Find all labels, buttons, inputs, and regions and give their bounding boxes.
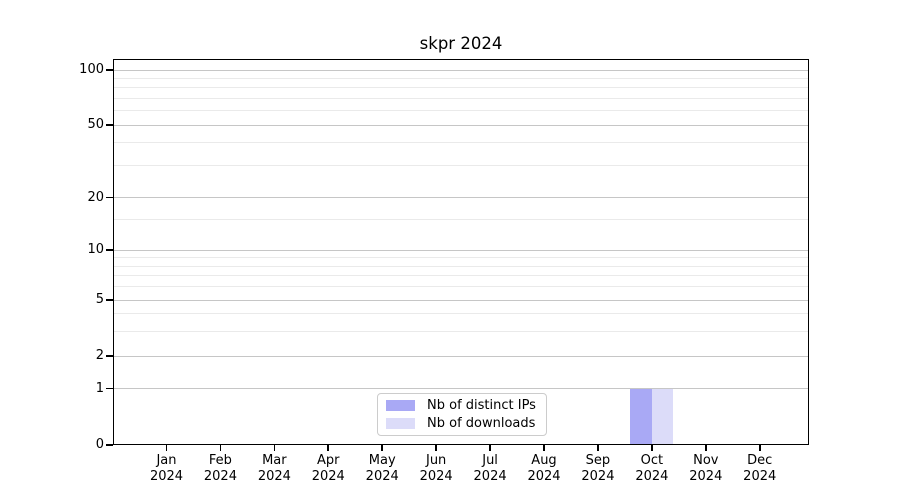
minor-gridline <box>113 313 809 315</box>
x-tick-mark <box>435 445 437 451</box>
legend-row: Nb of distinct IPs <box>386 398 538 413</box>
minor-gridline <box>113 77 809 79</box>
legend-row: Nb of downloads <box>386 416 538 431</box>
x-tick-mark <box>219 445 222 451</box>
x-tick-month: Jan <box>156 453 177 468</box>
x-tick-month: Aug <box>531 453 557 468</box>
y-tick-label: 20 <box>87 189 104 205</box>
x-tick-year: 2024 <box>635 468 669 484</box>
major-gridline <box>113 249 809 251</box>
minor-gridline <box>113 265 809 267</box>
legend-swatch-distinct-ips <box>386 400 415 411</box>
major-gridline <box>113 299 809 301</box>
y-tick-mark <box>106 387 113 390</box>
x-tick-label: Nov 2024 <box>674 453 738 484</box>
y-tick-mark <box>106 444 113 446</box>
y-tick-mark <box>106 69 113 71</box>
x-tick-mark <box>327 445 330 451</box>
y-tick-mark <box>106 124 113 126</box>
x-tick-mark <box>758 445 761 451</box>
x-tick-label: Jun 2024 <box>404 453 468 484</box>
x-tick-month: Oct <box>640 453 664 468</box>
legend-label-downloads: Nb of downloads <box>427 416 536 431</box>
x-tick-mark <box>273 445 276 451</box>
x-tick-month: Sep <box>585 453 611 468</box>
major-gridline <box>113 124 809 126</box>
major-gridline <box>113 69 809 71</box>
legend: Nb of distinct IPs Nb of downloads <box>377 393 547 436</box>
x-tick-year: 2024 <box>203 468 237 484</box>
x-tick-month: Dec <box>747 453 773 468</box>
x-tick-mark <box>651 445 653 451</box>
x-tick-label: Jul 2024 <box>458 453 522 484</box>
y-tick-mark <box>106 249 113 251</box>
x-tick-mark <box>381 445 383 451</box>
minor-gridline <box>113 164 809 166</box>
minor-gridline <box>113 286 809 288</box>
y-tick-label: 1 <box>95 380 104 396</box>
major-gridline <box>113 355 809 357</box>
x-tick-label: Dec 2024 <box>728 453 792 484</box>
x-tick-label: Sep 2024 <box>566 453 630 484</box>
x-tick-month: Feb <box>208 453 232 468</box>
x-tick-label: Oct 2024 <box>620 453 684 484</box>
x-tick-year: 2024 <box>311 468 345 484</box>
x-tick-month: May <box>368 453 396 468</box>
x-tick-year: 2024 <box>527 468 561 484</box>
x-tick-month: Nov <box>693 453 719 468</box>
plot-area: Nb of distinct IPs Nb of downloads <box>113 59 809 445</box>
x-tick-year: 2024 <box>581 468 615 484</box>
minor-gridline <box>113 110 809 112</box>
minor-gridline <box>113 275 809 277</box>
y-tick-label: 5 <box>95 292 104 307</box>
minor-gridline <box>113 330 809 332</box>
minor-gridline <box>113 257 809 259</box>
bar-nb-of-distinct-ips <box>630 388 652 445</box>
x-tick-year: 2024 <box>419 468 453 484</box>
x-tick-month: Jul <box>482 453 498 468</box>
chart-title: skpr 2024 <box>419 34 503 53</box>
x-tick-month: Mar <box>262 453 287 468</box>
x-tick-year: 2024 <box>149 468 184 484</box>
minor-gridline <box>113 218 809 220</box>
y-tick-mark <box>106 196 113 199</box>
major-gridline <box>113 197 809 198</box>
x-tick-mark <box>489 445 491 451</box>
x-tick-month: Jun <box>425 453 447 468</box>
bar-nb-of-downloads <box>651 388 674 445</box>
y-tick-label: 0 <box>95 437 104 452</box>
x-tick-mark <box>543 445 545 451</box>
y-tick-label: 2 <box>95 348 104 363</box>
x-tick-mark <box>597 445 599 451</box>
x-tick-label: May 2024 <box>350 453 414 484</box>
x-tick-label: Apr 2024 <box>296 453 360 484</box>
y-tick-mark <box>106 355 113 357</box>
x-tick-year: 2024 <box>257 468 291 484</box>
x-tick-mark <box>705 445 707 451</box>
legend-label-distinct-ips: Nb of distinct IPs <box>427 398 536 413</box>
x-tick-label: Feb 2024 <box>188 453 252 484</box>
x-tick-label: Jan 2024 <box>135 453 199 484</box>
x-tick-year: 2024 <box>689 468 723 484</box>
x-tick-year: 2024 <box>365 468 399 484</box>
x-tick-label: Aug 2024 <box>512 453 576 484</box>
x-tick-year: 2024 <box>743 468 777 484</box>
x-tick-month: Apr <box>317 453 340 468</box>
minor-gridline <box>113 142 809 144</box>
legend-swatch-downloads <box>386 418 415 429</box>
major-gridline <box>113 388 809 389</box>
y-tick-mark <box>106 299 113 301</box>
minor-gridline <box>113 87 809 89</box>
y-tick-label: 50 <box>87 117 104 132</box>
x-tick-mark <box>165 445 168 451</box>
x-tick-year: 2024 <box>473 468 507 484</box>
x-tick-label: Mar 2024 <box>242 453 306 484</box>
minor-gridline <box>113 97 809 99</box>
y-tick-label: 100 <box>79 62 104 77</box>
y-tick-label: 10 <box>87 242 104 257</box>
